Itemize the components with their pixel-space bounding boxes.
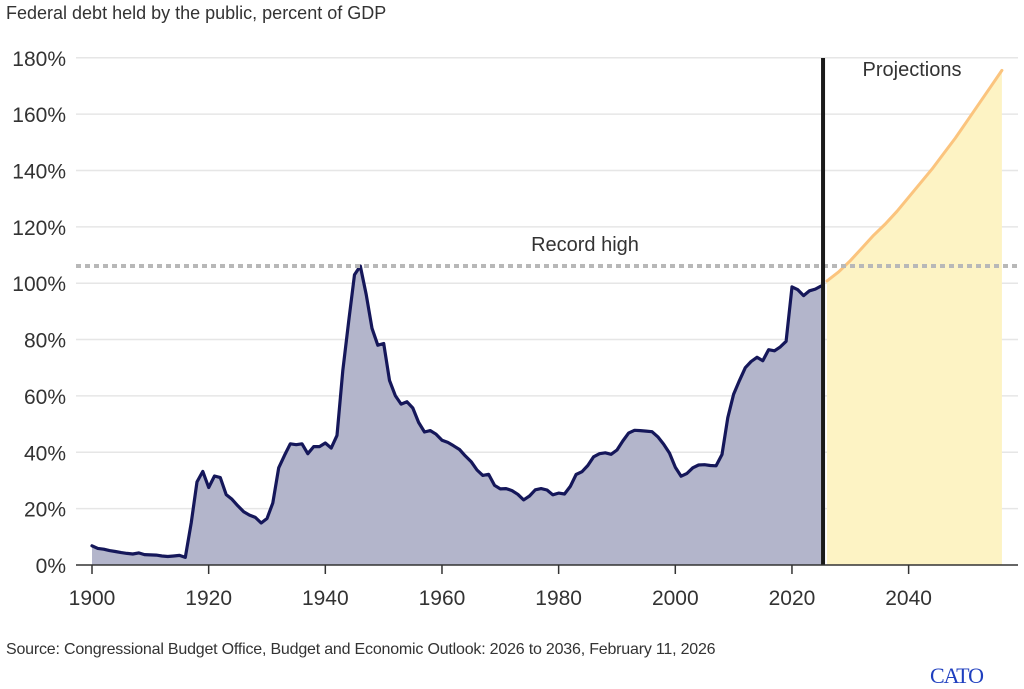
x-tick-label: 2040 [885,587,932,610]
y-tick-label: 140% [12,160,66,183]
x-tick-label: 2020 [769,587,816,610]
historical-line [90,264,823,559]
chart-svg: 0% 20% 40% 60% 80% 100% 120% 140% 160% 180% 1900 19… [12,48,1018,610]
historical-area [92,266,822,565]
x-tick-label: 1980 [535,587,582,610]
x-tick-label: 1920 [185,587,232,610]
series-areas [92,70,1002,566]
x-tick-label: 2000 [652,587,699,610]
x-tick-label: 1960 [419,587,466,610]
annotations: Record high Projections [531,59,961,256]
series-lines [90,68,1004,559]
axes: 0% 20% 40% 60% 80% 100% 120% 140% 160% 180% 1900 19… [12,48,1018,610]
record-high-label: Record high [531,234,639,256]
y-tick-label: 40% [24,442,66,465]
y-tick-label: 0% [36,555,66,578]
y-tick-label: 20% [24,499,66,522]
projections-label: Projections [863,59,962,81]
x-tick-label: 1940 [302,587,349,610]
y-tick-label: 100% [12,273,66,296]
y-tick-label: 60% [24,386,66,409]
projection-line [825,68,1004,283]
y-tick-label: 180% [12,48,66,71]
projection-area [826,70,1002,566]
y-tick-label: 80% [24,330,66,353]
chart-title: Federal debt held by the public, percent… [6,3,387,23]
source-note: Source: Congressional Budget Office, Bud… [6,641,716,658]
x-tick-label: 1900 [69,587,116,610]
y-tick-label: 160% [12,104,66,127]
cato-logo: CATO [930,663,984,688]
y-tick-label: 120% [12,217,66,240]
reference-lines [76,58,1018,565]
